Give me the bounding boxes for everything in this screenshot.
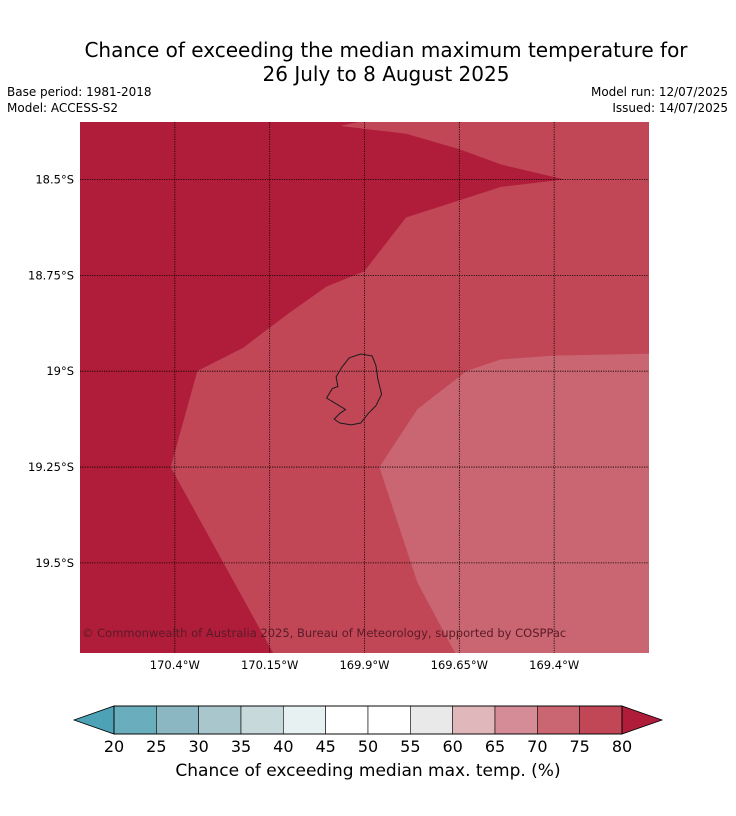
lon-tick-label: 170.15°W (241, 658, 298, 672)
map-title-line-1: Chance of exceeding the median maximum t… (84, 38, 688, 62)
meta-left: Base period: 1981-2018 Model: ACCESS-S2 (7, 84, 152, 116)
colorbar-segment (156, 705, 199, 735)
issued-date: Issued: 14/07/2025 (612, 101, 728, 115)
colorbar-tick-label: 45 (315, 737, 335, 756)
colorbar-segment (537, 705, 580, 735)
colorbar-tick-label: 65 (485, 737, 505, 756)
colorbar-segment (579, 705, 623, 735)
island-coastline (325, 353, 383, 426)
colorbar-tick-label: 20 (104, 737, 124, 756)
colorbar-tick-label: 70 (527, 737, 547, 756)
model-run: Model run: 12/07/2025 (590, 85, 728, 99)
map-layer: © Commonwealth of Australia 2025, Bureau… (28, 122, 649, 672)
colorbar-segment (283, 705, 326, 735)
lon-tick-label: 169.65°W (431, 658, 488, 672)
lat-tick-label: 19.25°S (28, 460, 74, 474)
lat-tick-label: 18.75°S (28, 268, 74, 282)
colorbar-tick-label: 40 (273, 737, 293, 756)
lat-tick-label: 18.5°S (35, 173, 74, 187)
lon-tick-label: 169.4°W (529, 658, 579, 672)
colorbar-under-arrow (72, 705, 115, 735)
colorbar-tick-label: 35 (231, 737, 251, 756)
colorbar-segment (494, 705, 538, 735)
colorbar-segment (198, 705, 242, 735)
colorbar-tick-label: 80 (612, 737, 632, 756)
colorbar-tick-label: 30 (188, 737, 208, 756)
map-title: Chance of exceeding the median maximum t… (0, 38, 736, 86)
colorbar-segment (113, 705, 157, 735)
map-title-line-2: 26 July to 8 August 2025 (262, 62, 510, 86)
model-name: Model: ACCESS-S2 (7, 101, 119, 115)
lon-tick-label: 169.9°W (339, 658, 389, 672)
lon-tick-label: 170.4°W (150, 658, 200, 672)
map-plot-area: © Commonwealth of Australia 2025, Bureau… (80, 122, 649, 653)
base-period: Base period: 1981-2018 (7, 85, 152, 99)
colorbar-tick-label: 50 (358, 737, 378, 756)
colorbar-title: Chance of exceeding median max. temp. (%… (175, 761, 561, 781)
colorbar: 20 25 30 35 40 45 50 55 60 65 70 75 80 (72, 705, 664, 756)
colorbar-segment (452, 705, 496, 735)
colorbar-segment (240, 705, 284, 735)
colorbar-tick-label: 55 (400, 737, 420, 756)
colorbar-segment (410, 705, 453, 735)
meta-right: Model run: 12/07/2025 Issued: 14/07/2025 (591, 84, 728, 116)
lat-tick-label: 19°S (46, 364, 74, 378)
colorbar-segment (325, 705, 369, 735)
zone-70-75 (379, 353, 649, 653)
lat-tick-label: 19.5°S (35, 556, 74, 570)
colorbar-frame (113, 705, 623, 735)
colorbar-segment (367, 705, 411, 735)
colorbar-tick-label: 60 (442, 737, 462, 756)
colorbar-tick-label: 75 (569, 737, 589, 756)
colorbar-tick-label: 25 (146, 737, 166, 756)
colorbar-over-arrow (621, 705, 664, 735)
copyright-notice: © Commonwealth of Australia 2025, Bureau… (82, 626, 566, 640)
